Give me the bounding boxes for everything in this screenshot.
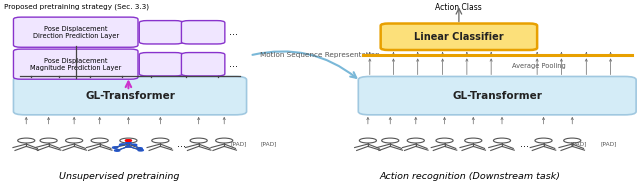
Text: [PAD]: [PAD] [600,141,617,146]
Text: Action Class: Action Class [435,3,482,13]
Text: Average Pooling: Average Pooling [511,63,565,68]
Text: Proposed pretraining strategy (Sec. 3.3): Proposed pretraining strategy (Sec. 3.3) [4,3,149,10]
Text: ...: ... [229,59,238,69]
Circle shape [113,147,118,148]
Circle shape [126,140,131,141]
Circle shape [138,149,143,151]
Circle shape [131,144,137,146]
Text: ...: ... [229,27,238,37]
Text: Linear Classifier: Linear Classifier [414,32,504,42]
Text: ...: ... [520,139,529,149]
Text: Motion Sequence Representation: Motion Sequence Representation [260,52,380,59]
FancyBboxPatch shape [358,77,636,115]
Text: ...: ... [177,139,186,149]
FancyBboxPatch shape [381,24,537,50]
FancyBboxPatch shape [140,21,182,44]
Circle shape [120,144,125,145]
Text: [PAD]: [PAD] [570,141,587,146]
Text: Pose Displacement
Magnitude Prediction Layer: Pose Displacement Magnitude Prediction L… [30,58,122,71]
Text: GL-Transformer: GL-Transformer [452,91,542,101]
Circle shape [115,150,120,151]
Circle shape [137,148,142,149]
Text: Action recognition (Downstream task): Action recognition (Downstream task) [380,172,561,181]
Circle shape [125,140,131,141]
FancyBboxPatch shape [13,17,138,47]
FancyBboxPatch shape [13,49,138,79]
Text: GL-Transformer: GL-Transformer [85,91,175,101]
FancyBboxPatch shape [181,53,225,76]
FancyBboxPatch shape [140,53,182,76]
Text: [PAD]: [PAD] [260,141,277,146]
Text: [PAD]: [PAD] [230,141,246,146]
Circle shape [126,146,131,147]
FancyBboxPatch shape [13,77,246,115]
FancyBboxPatch shape [181,21,225,44]
Text: Pose Displacement
Direction Prediction Layer: Pose Displacement Direction Prediction L… [33,26,119,39]
Text: Unsupervised pretraining: Unsupervised pretraining [59,172,179,181]
Circle shape [126,142,131,144]
